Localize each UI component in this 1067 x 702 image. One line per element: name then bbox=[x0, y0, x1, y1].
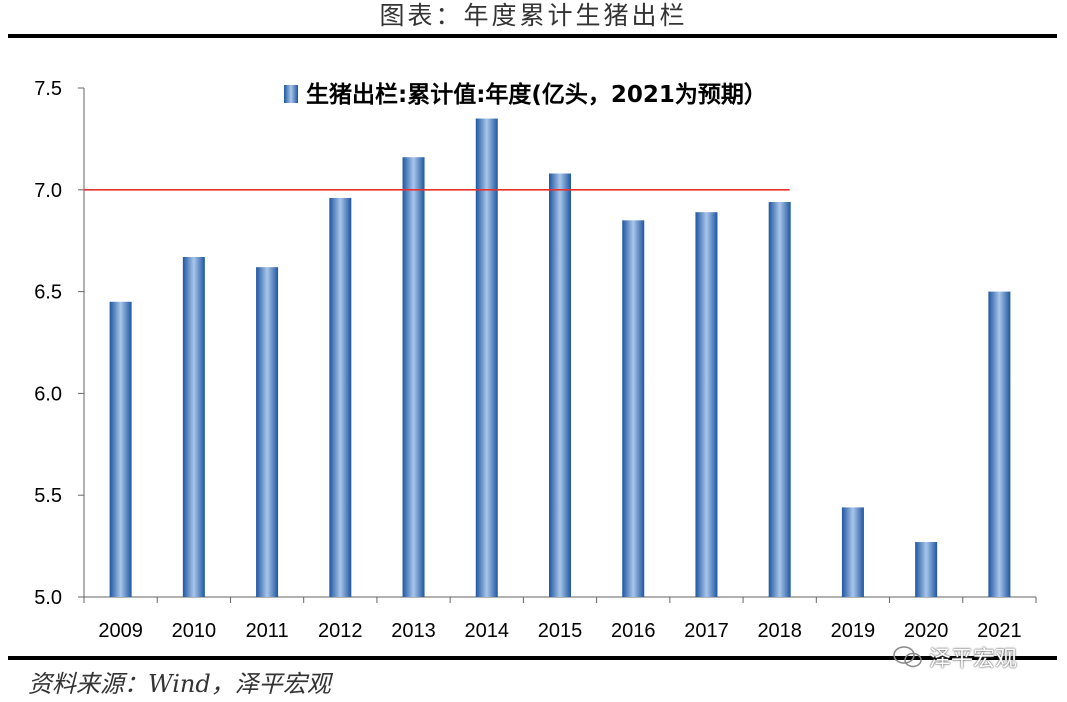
chart-figure-title: 图表：年度累计生猪出栏 bbox=[379, 1, 688, 30]
x-tick-label: 2016 bbox=[611, 620, 656, 642]
x-tick-label: 2020 bbox=[904, 620, 949, 642]
x-tick-label: 2014 bbox=[465, 620, 510, 642]
watermark-text: 泽平宏观 bbox=[929, 647, 1018, 672]
bar-2019 bbox=[841, 507, 864, 597]
y-tick-label: 7.5 bbox=[34, 78, 62, 100]
bar-2011 bbox=[256, 267, 279, 597]
y-tick-label: 6.0 bbox=[34, 383, 62, 405]
chart-axes: 5.0 5.5 6.0 6.5 7.0 7.5 2009 2010 2011 2012 2013 20… bbox=[34, 78, 1037, 642]
source-note: 资料来源：Wind，泽平宏观 bbox=[28, 670, 331, 698]
x-tick-label: 2017 bbox=[684, 620, 729, 642]
chart-legend: 生猪出栏:累计值:年度(亿头，2021为预期） bbox=[284, 81, 767, 108]
x-tick-label: 2010 bbox=[172, 620, 217, 642]
bar-chart: 5.0 5.5 6.0 6.5 7.0 7.5 2009 2010 2011 2012 2013 20… bbox=[34, 78, 1037, 642]
bar-2021 bbox=[988, 291, 1011, 597]
y-tick-label: 7.0 bbox=[34, 180, 62, 202]
x-tick-label: 2011 bbox=[246, 620, 289, 642]
x-tick-label: 2018 bbox=[757, 620, 802, 642]
bar-series bbox=[109, 118, 1011, 598]
bar-2014 bbox=[475, 118, 498, 597]
y-tick-label: 5.0 bbox=[34, 587, 62, 609]
x-tick-label: 2015 bbox=[538, 620, 583, 642]
bar-2012 bbox=[329, 197, 352, 597]
x-tick-label: 2013 bbox=[391, 620, 436, 642]
bar-2015 bbox=[549, 173, 571, 597]
bar-2016 bbox=[622, 220, 645, 597]
x-tick-label: 2012 bbox=[318, 620, 363, 642]
x-tick-label: 2009 bbox=[98, 620, 143, 642]
bottom-rule bbox=[8, 656, 1057, 660]
bar-2017 bbox=[695, 212, 718, 598]
wechat-icon bbox=[893, 646, 922, 668]
bar-2010 bbox=[182, 256, 205, 597]
bar-2013 bbox=[402, 157, 425, 597]
top-rule bbox=[8, 34, 1057, 38]
bar-2009 bbox=[109, 301, 132, 597]
y-tick-label: 5.5 bbox=[34, 485, 62, 507]
y-tick-label: 6.5 bbox=[34, 282, 62, 304]
bar-2018 bbox=[768, 202, 791, 598]
legend-swatch bbox=[284, 85, 298, 103]
x-tick-label: 2021 bbox=[977, 620, 1022, 642]
legend-label: 生猪出栏:累计值:年度(亿头，2021为预期） bbox=[306, 81, 767, 108]
watermark: 泽平宏观 bbox=[893, 641, 1017, 673]
x-tick-label: 2019 bbox=[831, 620, 876, 642]
bar-2020 bbox=[915, 542, 938, 597]
